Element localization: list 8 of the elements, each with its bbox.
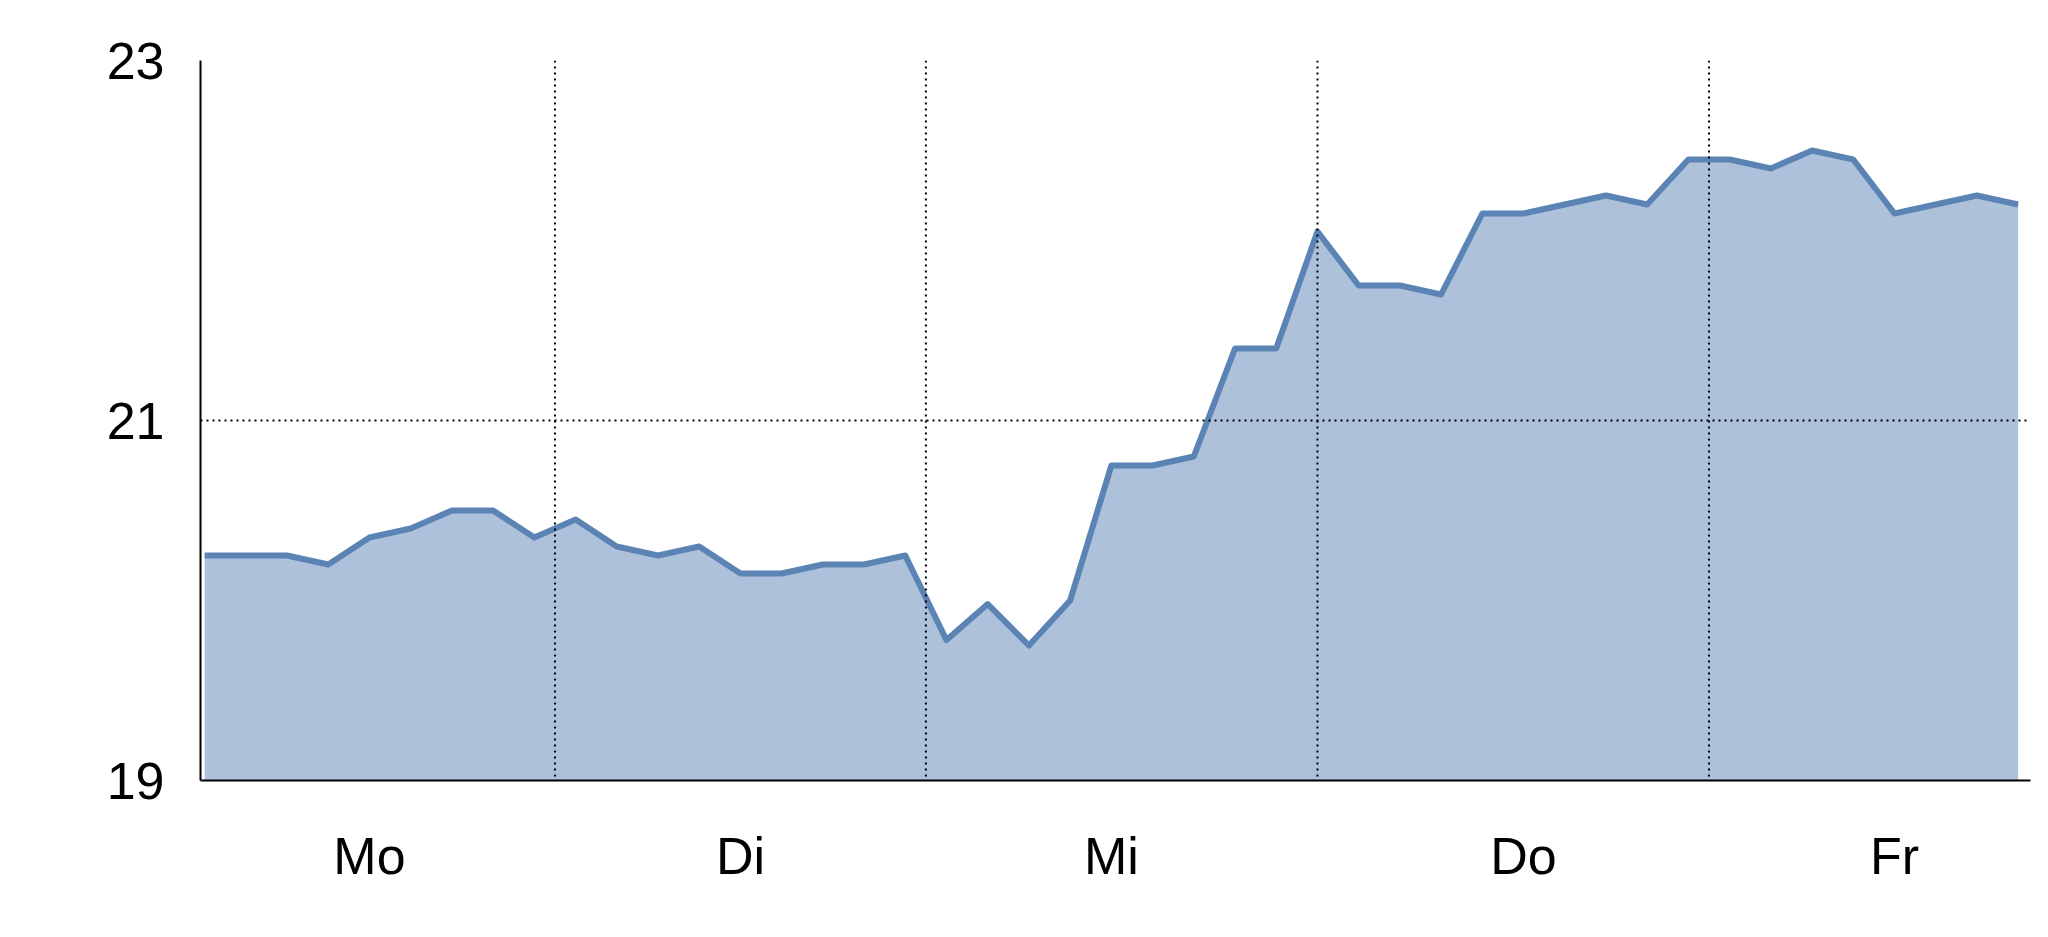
y-tick-label: 19 (106, 751, 165, 810)
x-tick-label: Di (715, 826, 765, 885)
y-tick-label: 21 (106, 391, 165, 450)
x-tick-label: Fr (1869, 826, 1920, 885)
y-tick-label: 23 (106, 31, 165, 90)
x-tick-label: Do (1490, 826, 1557, 885)
x-tick-label: Mi (1083, 826, 1139, 885)
x-tick-label: Mo (333, 826, 406, 885)
